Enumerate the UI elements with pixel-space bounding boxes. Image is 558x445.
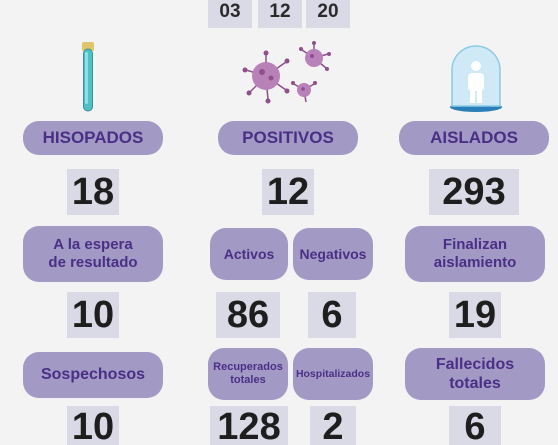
activos-value: 86 [216, 292, 280, 338]
espera-label: A la espera de resultado [23, 226, 163, 282]
date-year: 20 [306, 0, 350, 28]
recuperados-label-line1: Recuperados [213, 360, 283, 373]
date-day: 03 [208, 0, 252, 28]
hisopados-label: HISOPADOS [23, 121, 163, 155]
virus-icon [242, 41, 331, 104]
fallecidos-value: 6 [449, 406, 501, 445]
finalizan-value: 19 [449, 292, 501, 338]
date-month: 12 [258, 0, 302, 28]
finalizan-label-line1: Finalizan [442, 236, 508, 253]
espera-label-line1: A la espera [53, 236, 133, 253]
sospechosos-label: Sospechosos [23, 352, 163, 398]
negativos-label: Negativos [293, 228, 373, 280]
sospechosos-value: 10 [67, 406, 119, 445]
positivos-label: POSITIVOS [218, 121, 358, 155]
aislados-label: AISLADOS [399, 121, 549, 155]
positivos-value: 12 [262, 169, 314, 215]
isolated-person-icon [450, 45, 502, 112]
aislados-value: 293 [429, 169, 519, 215]
fallecidos-label-line2: totales [449, 375, 501, 392]
hisopados-value: 18 [67, 169, 119, 215]
hospitalizados-value: 2 [310, 406, 356, 445]
fallecidos-label: Fallecidos totales [405, 348, 545, 400]
hospitalizados-label: Hospitalizados [293, 348, 373, 400]
recuperados-label-line2: totales [230, 374, 266, 386]
activos-label: Activos [210, 228, 288, 280]
recuperados-value: 128 [210, 406, 288, 445]
negativos-value: 6 [308, 292, 356, 338]
espera-label-line2: de resultado [48, 254, 138, 271]
test-tube-icon [82, 42, 94, 112]
fallecidos-label-line1: Fallecidos [435, 355, 515, 373]
finalizan-label-line2: aislamiento [433, 254, 517, 271]
finalizan-label: Finalizan aislamiento [405, 226, 545, 282]
espera-value: 10 [67, 292, 119, 338]
recuperados-label: Recuperados totales [208, 348, 288, 400]
